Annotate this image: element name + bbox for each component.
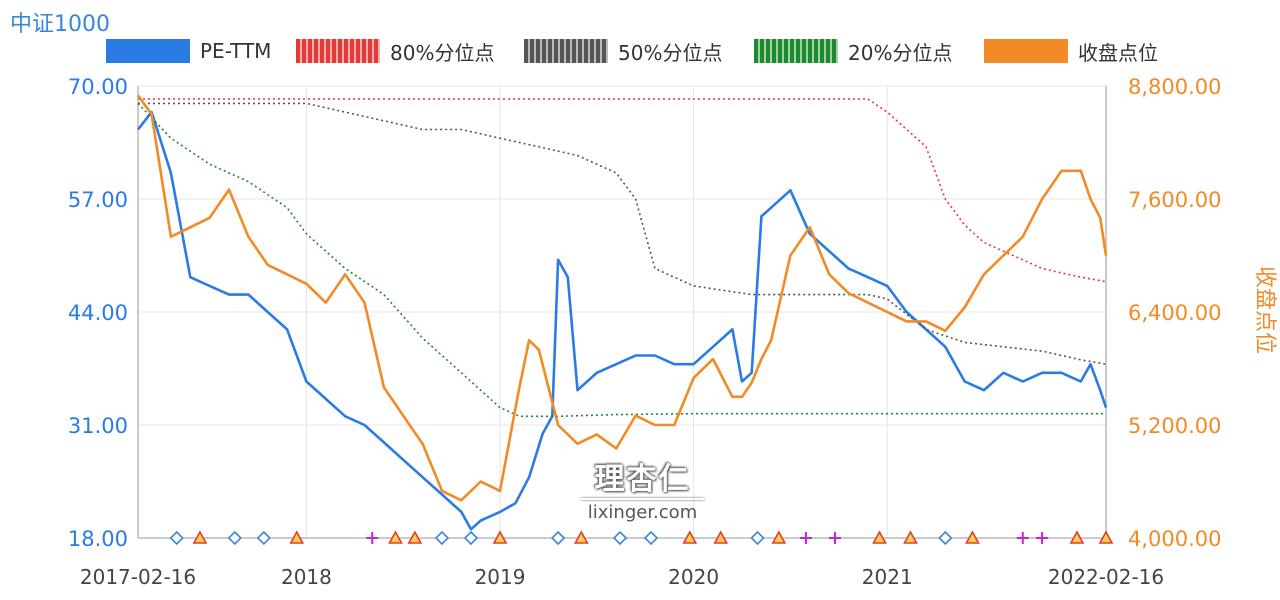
legend-label: 收盘点位 (1078, 40, 1158, 65)
legend-swatch (754, 39, 838, 63)
x-tick-label: 2022-02-16 (1048, 565, 1164, 589)
series-line-50-percentile (138, 102, 1107, 365)
marker-diamond (256, 530, 271, 546)
marker-diamond (938, 530, 953, 546)
marker-triangle (903, 530, 918, 544)
y-left-tick-label: 70.00 (68, 75, 128, 99)
chart-title: 中证1000 (10, 12, 110, 37)
x-tick-label: 2017-02-16 (80, 565, 196, 589)
y-right-tick-label: 8,800.00 (1128, 75, 1222, 99)
y-left-tick-label: 44.00 (68, 301, 128, 325)
marker-plus (366, 532, 379, 544)
marker-triangle (192, 530, 208, 544)
marker-plus (1036, 532, 1049, 544)
watermark: 理杏仁 lixinger.com (575, 454, 710, 523)
marker-triangle (573, 530, 589, 544)
legend-label: PE-TTM (200, 39, 272, 63)
marker-diamond (463, 530, 479, 546)
y-left-tick-label: 31.00 (68, 414, 128, 438)
y-right-tick-label: 6,400.00 (1128, 301, 1222, 325)
marker-triangle (407, 530, 423, 544)
marker-plus (799, 532, 812, 544)
marker-plus (828, 532, 841, 544)
legend-item-20-percentile[interactable]: 20%分位点 (754, 36, 952, 66)
marker-diamond (750, 530, 765, 546)
marker-triangle (965, 530, 980, 544)
y-right-tick-label: 7,600.00 (1128, 188, 1222, 212)
marker-diamond (169, 530, 184, 546)
series-line-pe-ttm (136, 110, 1108, 531)
marker-diamond (643, 530, 659, 546)
y-right-tick-label: 4,000.00 (1128, 527, 1222, 551)
series-line-80-percentile (138, 98, 1107, 283)
marker-triangle (1069, 530, 1085, 544)
legend-item-pe-ttm[interactable]: PE-TTM (106, 36, 271, 66)
marker-triangle (771, 530, 787, 544)
marker-triangle (682, 530, 698, 544)
watermark-logo: 理杏仁 (594, 462, 691, 497)
legend-item-80-percentile[interactable]: 80%分位点 (296, 36, 494, 66)
watermark-url: lixinger.com (587, 502, 698, 523)
legend-label: 50%分位点 (618, 40, 723, 65)
x-tick-label: 2019 (475, 565, 526, 589)
legend-item-close[interactable]: 收盘点位 (984, 36, 1158, 66)
marker-triangle (713, 530, 729, 544)
x-tick-label: 2018 (281, 565, 332, 589)
marker-diamond (612, 530, 628, 546)
legend-label: 20%分位点 (848, 40, 953, 65)
marker-triangle (492, 530, 508, 544)
y-left-tick-label: 18.00 (68, 527, 128, 551)
y-right-tick-label: 5,200.00 (1128, 414, 1222, 438)
legend-swatch (296, 39, 380, 63)
series-line-20-percentile (137, 102, 1106, 418)
x-tick-label: 2020 (668, 565, 719, 589)
watermark-divider (581, 498, 704, 500)
series-line-close (136, 94, 1108, 502)
marker-diamond (227, 530, 242, 546)
legend-swatch (984, 39, 1068, 63)
marker-plus (1016, 532, 1029, 544)
legend-swatch (524, 39, 608, 63)
marker-triangle (289, 530, 305, 544)
marker-triangle (872, 530, 887, 544)
marker-triangle (388, 530, 403, 544)
legend-swatch (106, 39, 190, 63)
marker-diamond (550, 530, 566, 546)
legend-item-50-percentile[interactable]: 50%分位点 (524, 36, 722, 66)
marker-triangle (1098, 530, 1114, 544)
legend-label: 80%分位点 (390, 40, 495, 65)
y-left-tick-label: 57.00 (68, 188, 128, 212)
y-right-axis-label: 收盘点位 (1252, 266, 1277, 354)
marker-diamond (434, 530, 450, 546)
x-tick-label: 2021 (862, 565, 913, 589)
